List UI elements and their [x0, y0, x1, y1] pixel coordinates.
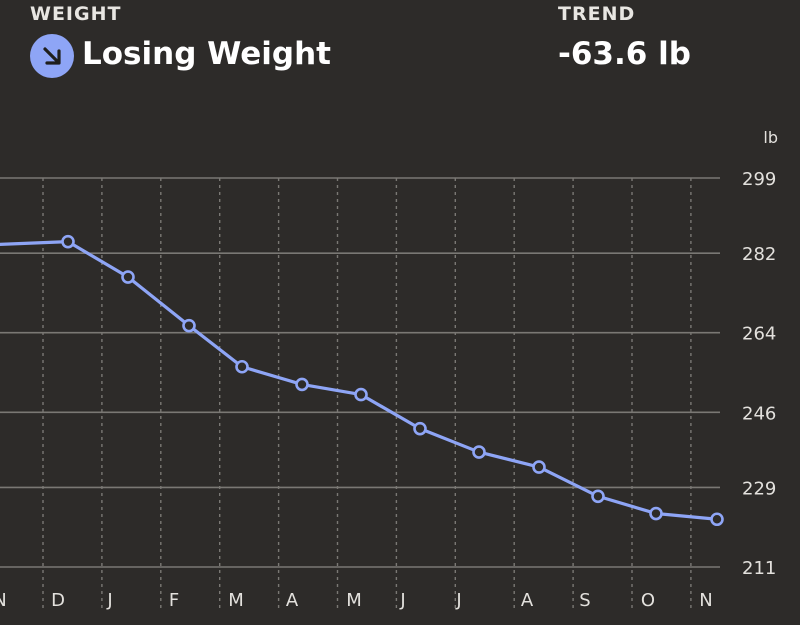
weight-data-point[interactable]: [295, 377, 309, 392]
x-tick-label: J: [399, 590, 405, 611]
x-tick-label: J: [106, 590, 112, 611]
y-tick-label: 246: [742, 403, 776, 424]
x-tick-label: D: [51, 590, 65, 611]
weight-data-point[interactable]: [182, 318, 196, 333]
weight-data-point[interactable]: [472, 445, 486, 459]
weight-data-point[interactable]: [235, 359, 249, 374]
weight-data-point[interactable]: [649, 506, 663, 521]
x-tick-label: F: [169, 590, 179, 611]
weight-data-point[interactable]: [121, 270, 135, 284]
x-tick-label: S: [579, 590, 590, 611]
weight-data-point[interactable]: [61, 234, 75, 249]
horizontal-gridlines: [0, 177, 720, 568]
weight-data-point[interactable]: [710, 512, 724, 527]
x-tick-label: M: [228, 590, 244, 611]
y-tick-label: 211: [742, 558, 776, 579]
weight-data-point[interactable]: [354, 387, 368, 402]
x-tick-label: A: [521, 590, 534, 611]
y-axis-unit: lb: [763, 128, 778, 147]
trend-value: -63.6 lb: [558, 36, 691, 72]
y-tick-label: 299: [742, 169, 776, 190]
weight-trend-line: [0, 240, 719, 521]
weight-data-point[interactable]: [591, 489, 605, 504]
weight-data-point[interactable]: [532, 460, 546, 474]
vertical-gridlines: [42, 178, 692, 610]
x-axis-ticks: NDJFMAMJJASON: [0, 590, 713, 611]
weight-status: Losing Weight: [82, 36, 331, 72]
y-axis-ticks: 299 282 264 246 229 211: [742, 169, 776, 579]
y-tick-label: 229: [742, 478, 776, 499]
trend-label: TREND: [558, 3, 636, 25]
x-tick-label: M: [346, 590, 362, 611]
x-tick-label: O: [641, 590, 655, 611]
weight-series: [0, 234, 724, 527]
weight-label: WEIGHT: [30, 3, 122, 25]
y-tick-label: 282: [742, 244, 776, 265]
x-tick-label: J: [455, 590, 461, 611]
x-tick-label: N: [699, 590, 712, 611]
y-tick-label: 264: [742, 324, 776, 345]
x-tick-label: A: [286, 590, 299, 611]
x-tick-label: N: [0, 590, 7, 611]
arrow-down-right-icon: [30, 34, 74, 78]
weight-data-point[interactable]: [413, 421, 427, 436]
